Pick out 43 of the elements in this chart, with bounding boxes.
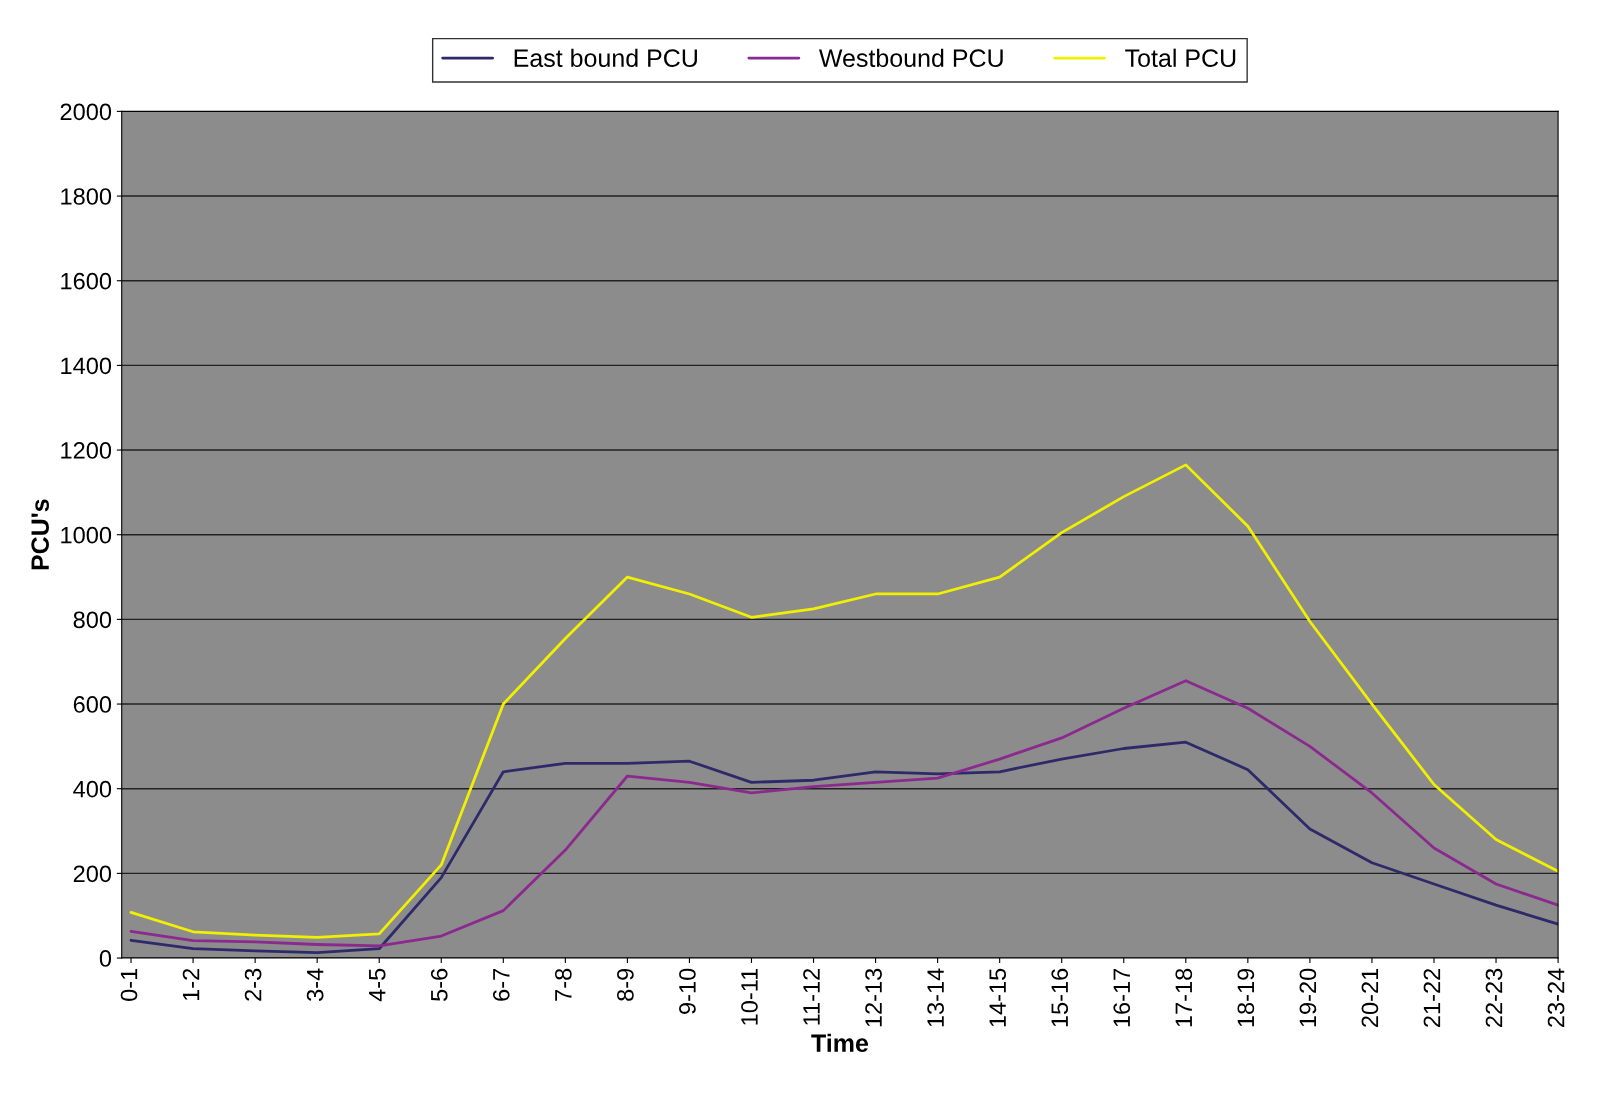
x-tick-label: 1-2 <box>182 968 200 1001</box>
x-tick-label: 13-14 <box>927 968 944 1027</box>
x-tick-label: 2-3 <box>244 968 262 1001</box>
y-tick-label: 200 <box>73 865 112 883</box>
y-tick-label: 1600 <box>61 272 112 290</box>
y-axis-title: PCU's <box>31 499 49 570</box>
x-axis-title: Time <box>811 1033 869 1053</box>
x-tick-label: 20-21 <box>1361 968 1379 1027</box>
x-tick-label: 21-22 <box>1423 968 1441 1027</box>
y-tick-label: 1800 <box>61 188 112 205</box>
legend-label: Total PCU <box>1125 48 1236 68</box>
x-tick-label: 12-13 <box>865 968 882 1027</box>
x-tick-label: 8-9 <box>617 968 634 1001</box>
legend-label: East bound PCU <box>514 48 697 68</box>
x-tick-label: 3-4 <box>306 968 324 1001</box>
y-tick-label: 2000 <box>60 103 112 121</box>
x-tick-label: 23-24 <box>1547 968 1565 1027</box>
line-series <box>129 463 1559 939</box>
y-tick-label: 600 <box>73 696 112 713</box>
x-tick-label: 19-20 <box>1299 968 1317 1027</box>
y-tick-label: 1400 <box>61 357 112 375</box>
x-tick-label: 7-8 <box>554 968 572 1001</box>
x-tick-label: 16-17 <box>1113 968 1131 1027</box>
x-tick-label: 17-18 <box>1175 968 1193 1027</box>
line-series <box>129 679 1559 948</box>
x-tick-label: 0-1 <box>120 968 138 1001</box>
x-tick-label: 18-19 <box>1237 968 1255 1027</box>
y-tick-label: 1000 <box>61 526 112 544</box>
line-series <box>129 740 1559 954</box>
y-tick-label: 400 <box>73 780 112 798</box>
y-tick-label: 800 <box>73 611 112 629</box>
x-tick-label: 14-15 <box>989 968 1007 1027</box>
x-tick-label: 6-7 <box>492 968 510 1001</box>
y-tick-label: 0 <box>99 950 112 967</box>
x-tick-label: 11-12 <box>803 968 820 1025</box>
x-tick-label: 5-6 <box>430 968 448 1001</box>
y-tick-label: 1200 <box>61 442 112 459</box>
x-tick-label: 15-16 <box>1051 968 1069 1027</box>
x-tick-label: 22-23 <box>1485 968 1503 1027</box>
x-tick-label: 4-5 <box>369 968 386 1002</box>
x-tick-label: 9-10 <box>679 968 696 1014</box>
x-tick-label: 10-11 <box>741 968 758 1025</box>
legend-label: Westbound PCU <box>818 48 1003 68</box>
